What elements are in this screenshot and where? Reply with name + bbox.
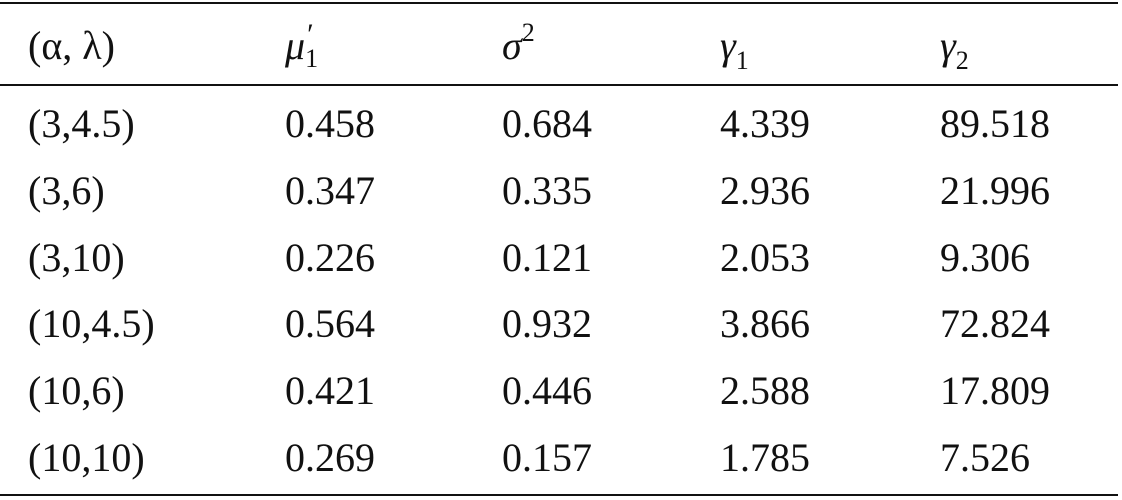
row-label: (3,6)	[28, 167, 105, 213]
table-cell: 3.866	[720, 301, 810, 347]
table-cell: 0.347	[285, 167, 375, 213]
table-cell: 0.458	[285, 101, 375, 146]
header-subscript: 1	[735, 46, 749, 75]
table-cell: 17.809	[940, 368, 1050, 414]
table-cell: 7.526	[940, 435, 1030, 480]
header-symbol: σ	[502, 23, 522, 68]
table-cell: 0.121	[502, 234, 592, 280]
table-cell: 1.785	[720, 435, 810, 480]
table-cell: 0.684	[502, 101, 592, 146]
table-cell: 4.339	[720, 101, 810, 146]
header-subscript: 1	[305, 44, 319, 73]
table-cell: 0.564	[285, 301, 375, 347]
table-cell: 0.421	[285, 368, 375, 414]
header-scripts: ′ 1	[305, 20, 325, 72]
bottom-rule	[0, 494, 1118, 496]
table-cell: 72.824	[940, 301, 1050, 347]
header-cell: (α, λ)	[28, 26, 115, 66]
header-superscript: ′	[307, 18, 314, 51]
top-rule	[0, 2, 1118, 4]
row-label: (3,4.5)	[28, 101, 135, 146]
row-label: (10,6)	[28, 368, 125, 414]
header-symbol: μ	[285, 23, 306, 68]
header-cell: μ ′ 1	[285, 20, 325, 72]
row-label: (10,10)	[28, 435, 145, 480]
table-cell: 2.053	[720, 234, 810, 280]
row-label: (3,10)	[28, 234, 125, 280]
table-cell: 2.936	[720, 167, 810, 213]
header-symbol: γ	[940, 23, 956, 68]
header-symbol: (α, λ)	[28, 23, 115, 68]
table-cell: 9.306	[940, 234, 1030, 280]
header-cell: γ2	[940, 23, 969, 74]
table-cell: 0.932	[502, 301, 592, 347]
table-cell: 0.226	[285, 234, 375, 280]
header-subscript: 2	[955, 46, 969, 75]
header-cell: σ2	[502, 20, 535, 68]
header-rule	[0, 84, 1118, 86]
table-cell: 89.518	[940, 101, 1050, 146]
table-cell: 0.269	[285, 435, 375, 480]
table-cell: 21.996	[940, 167, 1050, 213]
header-cell: γ1	[720, 23, 749, 74]
table-cell: 0.335	[502, 167, 592, 213]
table-cell: 2.588	[720, 368, 810, 414]
table-cell: 0.446	[502, 368, 592, 414]
header-symbol: γ	[720, 23, 736, 68]
row-label: (10,4.5)	[28, 301, 155, 347]
table-cell: 0.157	[502, 435, 592, 480]
header-superscript: 2	[521, 18, 535, 47]
